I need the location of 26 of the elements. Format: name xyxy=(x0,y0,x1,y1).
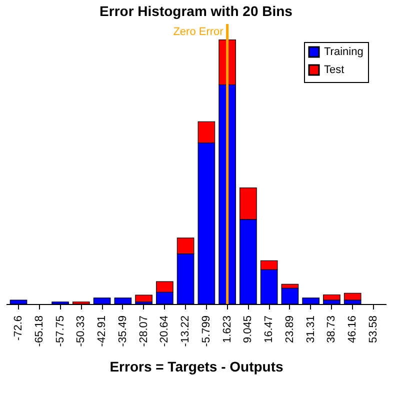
x-tick-label: -5.799 xyxy=(200,316,212,347)
x-tick-label: -28.07 xyxy=(138,316,150,347)
x-tick-label: 1.623 xyxy=(221,316,234,344)
x-tick-label: 53.58 xyxy=(367,316,380,344)
x-tick-label: 46.16 xyxy=(346,316,359,344)
bar xyxy=(135,294,152,302)
x-tick-label: 31.31 xyxy=(304,316,317,344)
x-tick-label: 9.045 xyxy=(242,316,254,344)
legend-label: Test xyxy=(324,64,344,76)
legend-label: Training xyxy=(324,46,364,58)
x-tick-label: 23.89 xyxy=(284,316,296,344)
bar xyxy=(323,294,340,300)
x-tick-label: -35.49 xyxy=(116,316,129,347)
x-tick-label: -57.75 xyxy=(54,316,66,347)
x-tick-label: 16.47 xyxy=(263,316,276,344)
x-axis-title: Errors = Targets - Outputs xyxy=(110,358,284,375)
bar xyxy=(344,292,362,300)
x-tick-label: -13.22 xyxy=(180,316,192,347)
x-tick-label: 38.73 xyxy=(326,316,338,344)
x-tick-label: -72.6 xyxy=(12,316,25,341)
chart-title: Error Histogram with 20 Bins xyxy=(100,2,293,19)
x-tick-label: -42.91 xyxy=(96,316,108,347)
x-tick-label: -50.33 xyxy=(75,316,88,347)
ref-line-label: Zero Error xyxy=(173,26,224,38)
x-tick-label: -65.18 xyxy=(33,316,46,347)
x-tick-label: -20.64 xyxy=(158,316,171,347)
